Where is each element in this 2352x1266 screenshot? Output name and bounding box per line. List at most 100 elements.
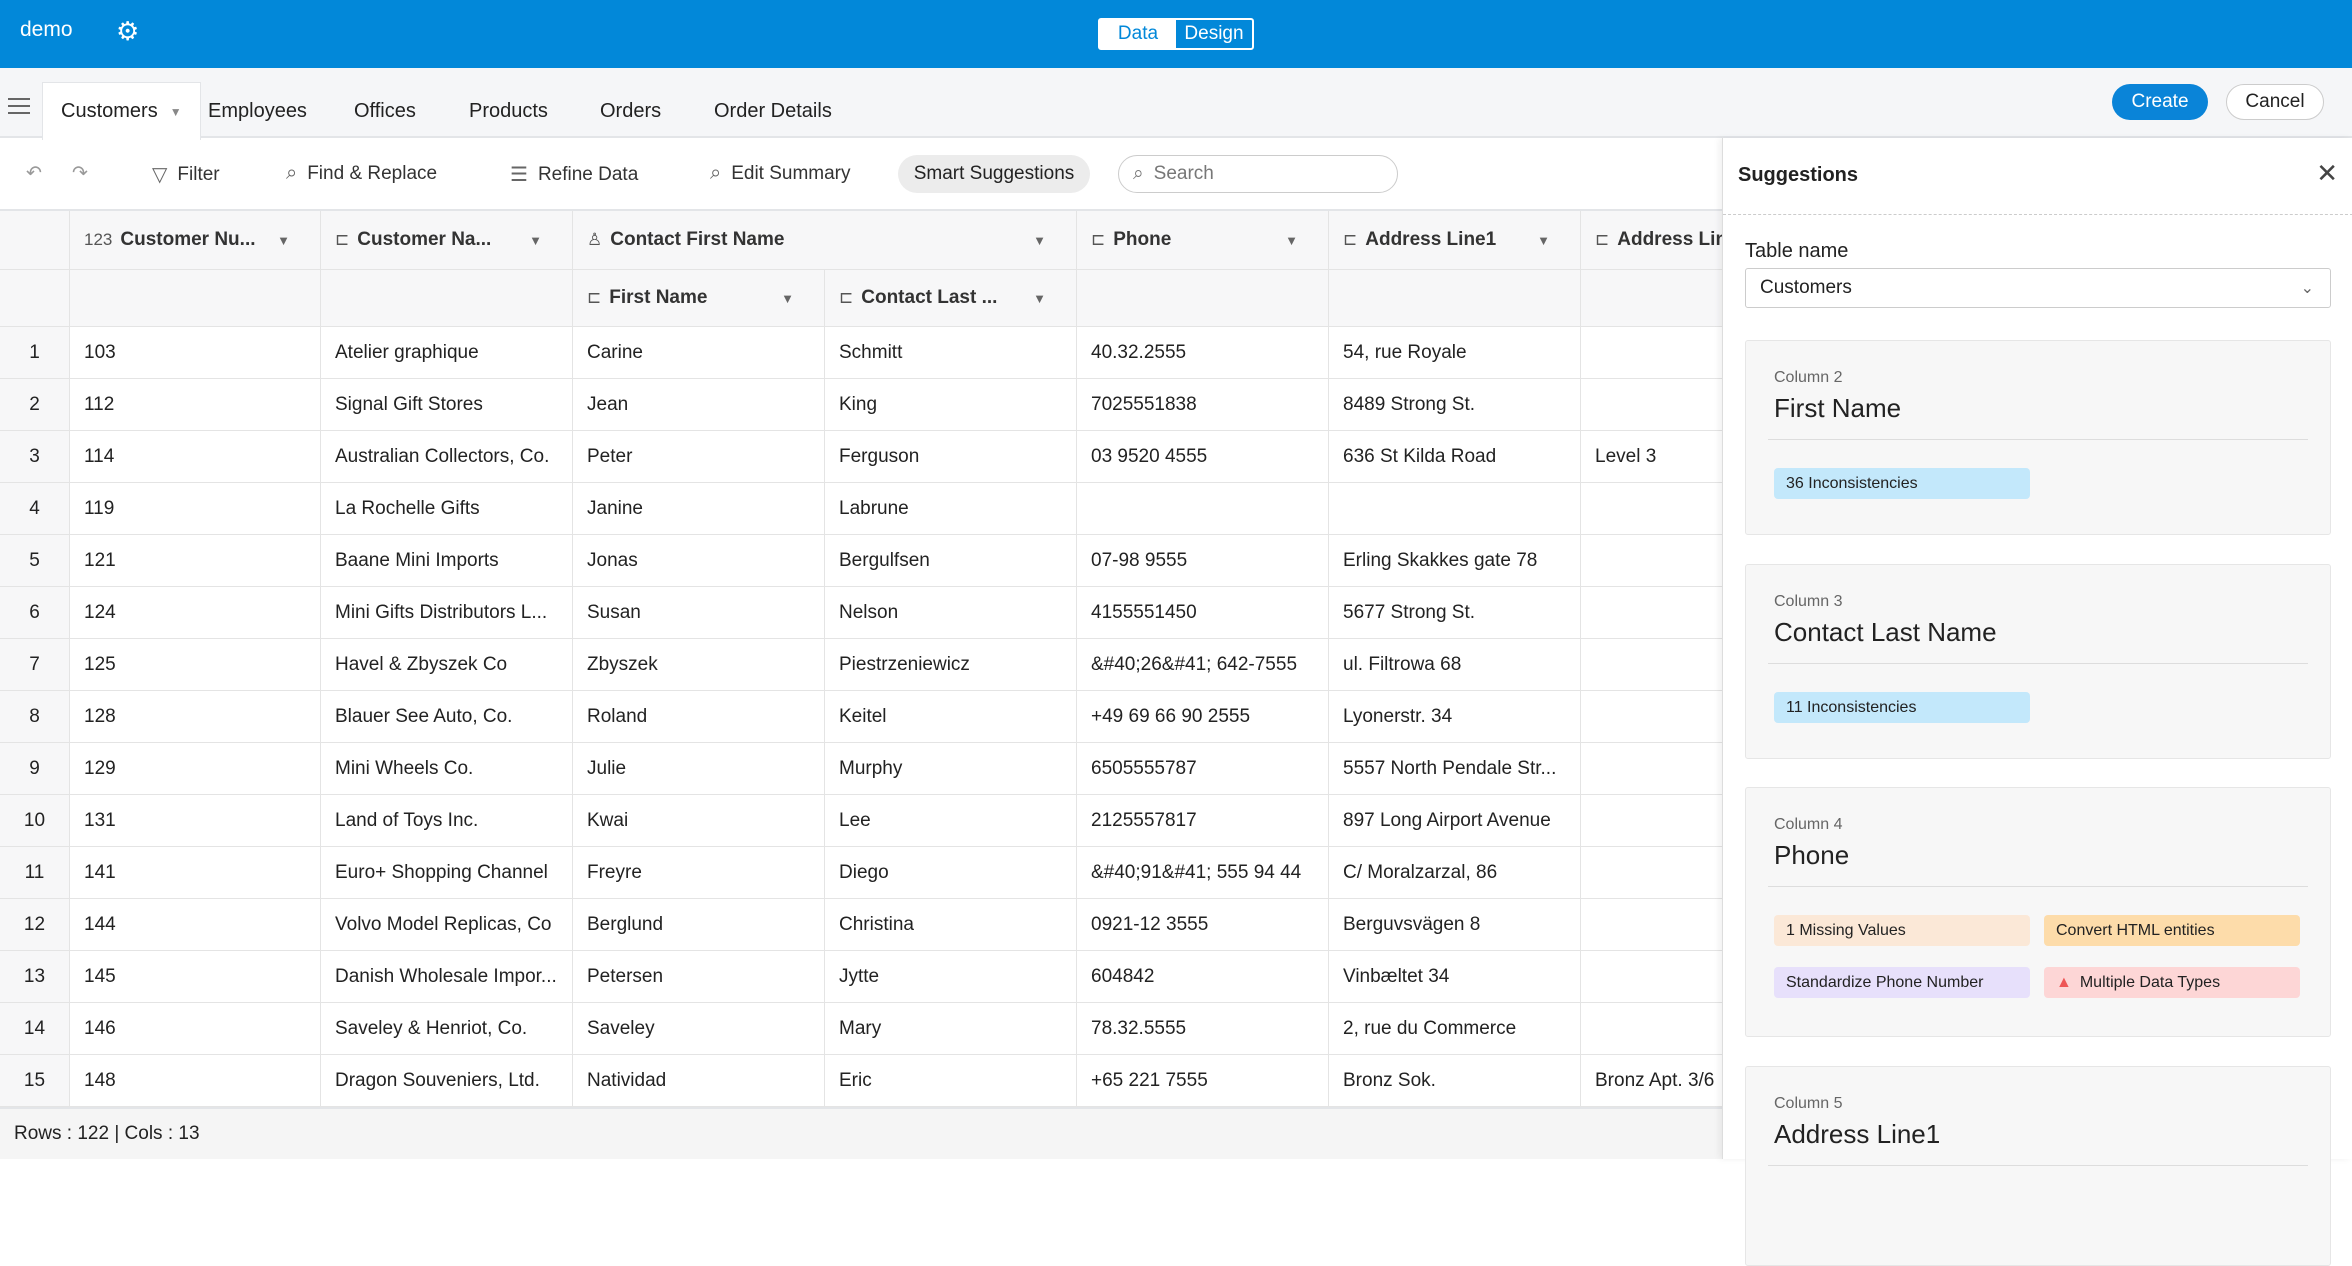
table-cell[interactable]: 54, rue Royale [1329,327,1581,379]
table-cell[interactable]: &#40;91&#41; 555 94 44 [1077,847,1329,899]
undo-icon[interactable]: ↶ [26,163,42,184]
table-cell[interactable]: Jonas [573,535,825,587]
find-replace-button[interactable]: ⌕ Find & Replace [286,162,437,185]
table-cell[interactable]: 636 St Kilda Road [1329,431,1581,483]
table-cell[interactable]: Diego [825,847,1077,899]
table-cell[interactable]: 03 9520 4555 [1077,431,1329,483]
table-cell[interactable]: Labrune [825,483,1077,535]
close-icon[interactable]: ✕ [2316,158,2338,188]
table-cell[interactable]: King [825,379,1077,431]
table-cell[interactable]: 103 [70,327,321,379]
smart-suggestions-button[interactable]: Smart Suggestions [898,155,1090,193]
table-cell[interactable]: Mary [825,1003,1077,1055]
table-cell[interactable]: 131 [70,795,321,847]
column-header-address-line1[interactable]: ⊏ Address Line1 ▼ [1329,211,1581,270]
table-cell[interactable]: 124 [70,587,321,639]
table-cell[interactable]: 5557 North Pendale Str... [1329,743,1581,795]
table-cell[interactable]: Havel & Zbyszek Co [321,639,573,691]
table-cell[interactable]: Berguvsvägen 8 [1329,899,1581,951]
refine-data-button[interactable]: ☰ Refine Data [510,162,638,187]
table-cell[interactable]: Ferguson [825,431,1077,483]
table-cell[interactable]: Christina [825,899,1077,951]
column-menu-icon[interactable]: ▼ [1033,232,1046,248]
table-cell[interactable]: Schmitt [825,327,1077,379]
column-header-first-name[interactable]: ⊏ First Name ▼ [573,270,825,327]
table-cell[interactable]: 119 [70,483,321,535]
column-header-customer-name[interactable]: ⊏ Customer Na... ▼ [321,211,573,270]
column-group-contact-first-name[interactable]: ♙ Contact First Name ▼ [573,211,1077,270]
column-menu-icon[interactable]: ▼ [529,232,542,248]
table-cell[interactable]: Julie [573,743,825,795]
cancel-button[interactable]: Cancel [2226,84,2324,120]
column-header-phone[interactable]: ⊏ Phone ▼ [1077,211,1329,270]
table-cell[interactable]: 129 [70,743,321,795]
table-cell[interactable]: 07-98 9555 [1077,535,1329,587]
table-cell[interactable]: Atelier graphique [321,327,573,379]
table-cell[interactable] [1077,483,1329,535]
tab-offices[interactable]: Offices [354,99,416,122]
table-cell[interactable]: Australian Collectors, Co. [321,431,573,483]
table-cell[interactable]: Dragon Souveniers, Ltd. [321,1055,573,1107]
table-cell[interactable]: 112 [70,379,321,431]
suggestion-card[interactable]: Column 2 First Name 36 Inconsistencies [1745,340,2331,535]
table-cell[interactable]: Freyre [573,847,825,899]
table-cell[interactable]: +65 221 7555 [1077,1055,1329,1107]
table-cell[interactable]: 6505555787 [1077,743,1329,795]
table-cell[interactable]: Piestrzeniewicz [825,639,1077,691]
table-cell[interactable]: Murphy [825,743,1077,795]
table-cell[interactable]: +49 69 66 90 2555 [1077,691,1329,743]
table-cell[interactable]: Berglund [573,899,825,951]
create-button[interactable]: Create [2112,84,2208,120]
table-cell[interactable]: Danish Wholesale Impor... [321,951,573,1003]
table-cell[interactable]: 0921-12 3555 [1077,899,1329,951]
table-cell[interactable]: 121 [70,535,321,587]
table-cell[interactable]: Erling Skakkes gate 78 [1329,535,1581,587]
table-cell[interactable]: Vinbæltet 34 [1329,951,1581,1003]
table-cell[interactable]: Susan [573,587,825,639]
table-cell[interactable]: 125 [70,639,321,691]
search-input[interactable]: ⌕ Search [1118,155,1398,193]
mode-design-button[interactable]: Design [1184,23,1244,44]
table-cell[interactable]: Euro+ Shopping Channel [321,847,573,899]
column-menu-icon[interactable]: ▼ [277,232,290,248]
suggestion-card[interactable]: Column 3 Contact Last Name 11 Inconsistenc… [1745,564,2331,759]
table-cell[interactable]: 5677 Strong St. [1329,587,1581,639]
tab-order-details[interactable]: Order Details [714,99,832,122]
table-cell[interactable]: 40.32.2555 [1077,327,1329,379]
table-cell[interactable]: 604842 [1077,951,1329,1003]
table-cell[interactable]: Carine [573,327,825,379]
table-cell[interactable]: Mini Gifts Distributors L... [321,587,573,639]
table-cell[interactable]: Baane Mini Imports [321,535,573,587]
suggestion-tag[interactable]: 36 Inconsistencies [1774,468,2030,499]
tab-products[interactable]: Products [469,99,548,122]
redo-icon[interactable]: ↷ [72,163,88,184]
suggestion-tag[interactable]: Standardize Phone Number [1774,967,2030,998]
table-cell[interactable]: 78.32.5555 [1077,1003,1329,1055]
table-cell[interactable]: Lee [825,795,1077,847]
table-cell[interactable]: Jean [573,379,825,431]
suggestion-tag[interactable]: 11 Inconsistencies [1774,692,2030,723]
column-menu-icon[interactable]: ▼ [1033,290,1046,306]
table-cell[interactable]: Peter [573,431,825,483]
table-cell[interactable]: Natividad [573,1055,825,1107]
table-cell[interactable]: Nelson [825,587,1077,639]
tab-orders[interactable]: Orders [600,99,662,122]
table-cell[interactable]: 897 Long Airport Avenue [1329,795,1581,847]
suggestion-tag[interactable]: 1 Missing Values [1774,915,2030,946]
caret-down-icon[interactable]: ▼ [169,104,182,119]
table-cell[interactable]: 148 [70,1055,321,1107]
table-cell[interactable]: Lyonerstr. 34 [1329,691,1581,743]
table-cell[interactable]: Bergulfsen [825,535,1077,587]
column-menu-icon[interactable]: ▼ [1537,232,1550,248]
tab-employees[interactable]: Employees [208,99,307,122]
suggestion-tag[interactable]: ▲ Multiple Data Types [2044,967,2300,998]
table-cell[interactable]: Blauer See Auto, Co. [321,691,573,743]
table-cell[interactable]: Saveley & Henriot, Co. [321,1003,573,1055]
table-cell[interactable]: 7025551838 [1077,379,1329,431]
suggestion-card[interactable]: Column 4 Phone 1 Missing Values Convert HTM… [1745,787,2331,1037]
table-cell[interactable]: 144 [70,899,321,951]
table-cell[interactable]: Signal Gift Stores [321,379,573,431]
table-cell[interactable]: 2125557817 [1077,795,1329,847]
column-menu-icon[interactable]: ▼ [781,290,794,306]
table-cell[interactable]: Jytte [825,951,1077,1003]
